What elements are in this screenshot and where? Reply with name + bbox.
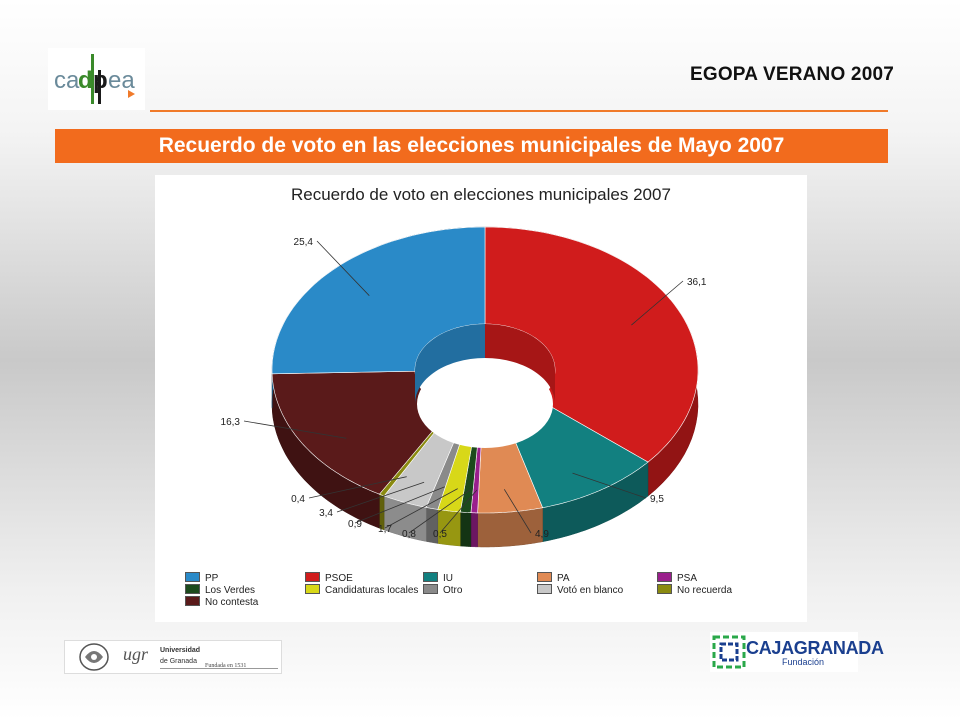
leader-line xyxy=(384,488,458,529)
legend-item-no-recuerda: No recuerda xyxy=(657,584,732,596)
legend-item-los-verdes: Los Verdes xyxy=(185,584,255,596)
data-label-pa: 4,9 xyxy=(535,529,549,540)
legend-item-candidaturas-locales: Candidaturas locales xyxy=(305,584,418,596)
legend-label: PSOE xyxy=(325,573,353,584)
chart-panel: 36,1 9,5 4,9 0,5 0,8 1,7 0,9 3,4 0,4 16,3 25,4 Rec… xyxy=(155,175,807,622)
legend-swatch xyxy=(657,572,672,582)
data-label-los-verdes: 0,8 xyxy=(402,529,416,540)
legend-label: PP xyxy=(205,573,219,584)
header-title: EGOPA VERANO 2007 xyxy=(689,64,894,85)
chart-title: Recuerdo de voto en elecciones municipal… xyxy=(291,185,671,204)
svg-text:ea: ea xyxy=(108,67,135,94)
data-label-psa: 0,5 xyxy=(433,529,447,540)
universidad-granada-logo: ugr Universidad de Granada Fundada en 15… xyxy=(64,640,282,674)
data-label-candidaturas-locales: 1,7 xyxy=(378,524,392,535)
data-labels: 36,1 9,5 4,9 0,5 0,8 1,7 0,9 3,4 0,4 16,3 25,4 xyxy=(221,237,707,540)
legend-swatch xyxy=(537,584,552,594)
caja-emblem-icon xyxy=(712,635,746,669)
slice-side-los-verdes xyxy=(460,511,472,547)
legend-label: No contesta xyxy=(205,597,259,608)
legend-swatch xyxy=(185,596,200,606)
legend-item-otro: Otro xyxy=(423,584,462,596)
leader-line xyxy=(336,481,425,513)
leader-line xyxy=(572,472,647,499)
leader-line xyxy=(503,489,532,534)
ugr-founded: Fundada en 1531 xyxy=(205,663,247,669)
legend-label: PSA xyxy=(677,573,698,584)
page-title-banner: Recuerdo de voto en las elecciones munic… xyxy=(55,129,888,163)
ugr-wordmark: ugr xyxy=(123,644,149,664)
legend-swatch xyxy=(305,584,320,594)
ugr-line1: Universidad xyxy=(160,647,201,654)
svg-text:d: d xyxy=(78,67,93,94)
slice-inner-pp xyxy=(415,324,485,404)
legend-item-votó-en-blanco: Votó en blanco xyxy=(537,584,623,596)
data-label-psoe: 36,1 xyxy=(687,277,707,288)
caja-subtitle: Fundación xyxy=(782,657,825,667)
slice-inner-psoe xyxy=(485,324,555,404)
legend-label: PA xyxy=(557,573,570,584)
cajagranada-logo: CAJAGRANADA Fundación xyxy=(710,632,884,672)
cadpea-logo: ca d p ea xyxy=(48,48,145,110)
ugr-line2: de Granada xyxy=(160,658,197,665)
crest-icon xyxy=(79,643,109,671)
legend-swatch xyxy=(537,572,552,582)
legend-label: No recuerda xyxy=(677,585,733,596)
leader-line xyxy=(408,489,471,534)
legend-swatch xyxy=(185,572,200,582)
leader-line xyxy=(316,240,370,296)
legend-label: Votó en blanco xyxy=(557,585,624,596)
slice-side-pa xyxy=(477,507,543,548)
data-label-otro: 0,9 xyxy=(348,519,362,530)
slice-side-psa xyxy=(470,512,478,548)
hole-center xyxy=(417,360,553,448)
legend-label: Los Verdes xyxy=(205,585,256,596)
legend-item-pa: PA xyxy=(537,572,570,584)
legend-swatch xyxy=(423,584,438,594)
legend-item-pp: PP xyxy=(185,572,218,584)
data-label-iu: 9,5 xyxy=(650,494,664,505)
slice-side-candidaturas-locales xyxy=(437,509,461,547)
legend-item-psoe: PSOE xyxy=(305,572,353,584)
legend-item-psa: PSA xyxy=(657,572,697,584)
legend-swatch xyxy=(657,584,672,594)
legend-swatch xyxy=(305,572,320,582)
legend-swatch xyxy=(423,572,438,582)
header-divider xyxy=(150,110,888,112)
donut-hole xyxy=(415,324,555,448)
data-label-no-recuerda: 0,4 xyxy=(291,494,305,505)
legend-label: Otro xyxy=(443,585,463,596)
svg-text:ca: ca xyxy=(54,67,80,94)
legend-swatch xyxy=(185,584,200,594)
ugr-rule xyxy=(160,668,278,669)
leader-line xyxy=(439,489,478,534)
legend-label: Candidaturas locales xyxy=(325,585,419,596)
donut-top xyxy=(271,226,699,514)
data-label-pp: 25,4 xyxy=(294,237,314,248)
legend-item-no-contesta: No contesta xyxy=(185,596,258,608)
legend-label: IU xyxy=(443,573,453,584)
leader-line xyxy=(308,476,407,499)
leader-line xyxy=(243,420,347,439)
leader-line xyxy=(631,280,684,326)
caja-wordmark: CAJAGRANADA xyxy=(746,638,884,658)
leader-line xyxy=(354,486,445,524)
data-label-votó-en-blanco: 3,4 xyxy=(319,508,333,519)
donut-chart: 36,1 9,5 4,9 0,5 0,8 1,7 0,9 3,4 0,4 16,3 25,4 xyxy=(221,226,707,548)
data-label-no-contesta: 16,3 xyxy=(221,417,241,428)
legend-item-iu: IU xyxy=(423,572,453,584)
